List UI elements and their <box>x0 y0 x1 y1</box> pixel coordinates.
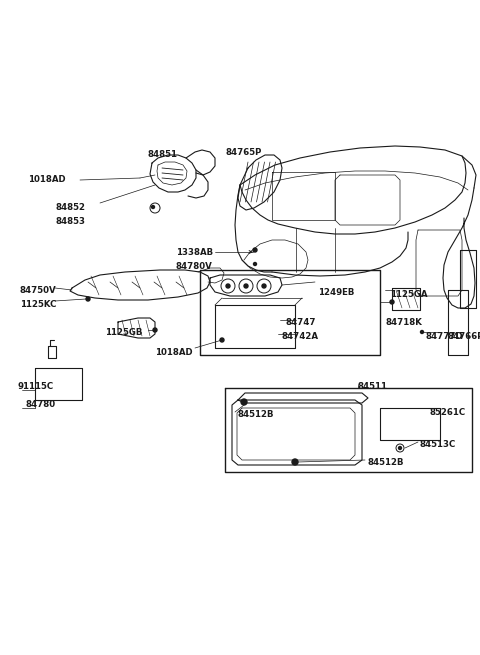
Text: 84512B: 84512B <box>368 458 405 467</box>
Text: 84747: 84747 <box>285 318 315 327</box>
Text: 91115C: 91115C <box>18 382 54 391</box>
Text: 1125GA: 1125GA <box>390 290 428 299</box>
Text: 1018AD: 1018AD <box>28 175 66 184</box>
Circle shape <box>86 297 90 301</box>
Text: 84780: 84780 <box>26 400 56 409</box>
Circle shape <box>244 284 248 288</box>
Text: 84511: 84511 <box>358 382 388 391</box>
Circle shape <box>253 263 256 265</box>
Circle shape <box>220 338 224 342</box>
Text: 84766P: 84766P <box>448 332 480 341</box>
Text: 1125KC: 1125KC <box>20 300 56 309</box>
Text: 85261C: 85261C <box>430 408 466 417</box>
Circle shape <box>150 203 160 213</box>
Circle shape <box>241 399 247 405</box>
Text: 84512B: 84512B <box>238 410 275 419</box>
Circle shape <box>257 279 271 293</box>
Circle shape <box>221 279 235 293</box>
Text: 84513C: 84513C <box>420 440 456 449</box>
Text: 84851: 84851 <box>148 150 178 159</box>
Circle shape <box>226 284 230 288</box>
Text: 84853: 84853 <box>55 217 85 226</box>
Circle shape <box>390 300 394 304</box>
Text: 84777D: 84777D <box>425 332 463 341</box>
Text: 84750V: 84750V <box>20 286 57 295</box>
Circle shape <box>239 279 253 293</box>
Text: 84718K: 84718K <box>385 318 422 327</box>
Circle shape <box>396 444 404 452</box>
Text: 1249EB: 1249EB <box>318 288 354 297</box>
Text: 84742A: 84742A <box>282 332 319 341</box>
Circle shape <box>153 328 157 332</box>
Circle shape <box>253 248 257 252</box>
Text: 84852: 84852 <box>55 203 85 212</box>
Circle shape <box>398 447 401 449</box>
Text: 1338AB: 1338AB <box>176 248 213 257</box>
Circle shape <box>152 206 155 208</box>
Text: 1125GB: 1125GB <box>105 328 143 337</box>
Circle shape <box>262 284 266 288</box>
Text: 1018AD: 1018AD <box>155 348 192 357</box>
Text: 84780V: 84780V <box>176 262 213 271</box>
Circle shape <box>420 331 423 333</box>
Circle shape <box>292 459 298 465</box>
Text: 84765P: 84765P <box>225 148 262 157</box>
